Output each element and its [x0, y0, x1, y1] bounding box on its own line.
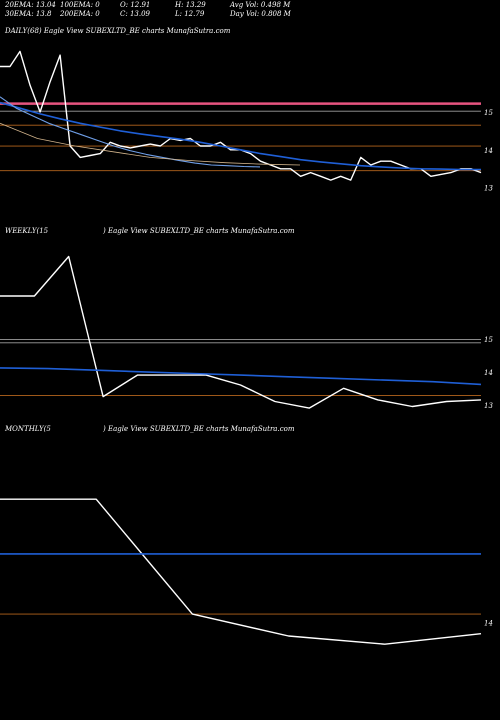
- y-tick-label: 14: [484, 369, 493, 377]
- weekly-chart-title-left: WEEKLY(15: [5, 227, 49, 235]
- chart-panel-1: 15 14 13: [0, 255, 493, 410]
- day-vol-label: Day Vol: 0.808 M: [230, 10, 291, 18]
- avg-vol-label: Avg Vol: 0.498 M: [230, 1, 291, 9]
- chart-panel-2: 14: [0, 498, 493, 645]
- y-tick-label: 13: [484, 402, 493, 410]
- ema-line: [0, 101, 481, 171]
- y-tick-label: 14: [484, 619, 493, 627]
- open-label: O: 12.91: [120, 1, 151, 9]
- y-tick-label: 15: [484, 109, 493, 117]
- ema100-label: 100EMA: 0: [60, 1, 100, 9]
- daily-chart-title: DAILY(68) Eagle View SUBEXLTD_BE charts …: [5, 27, 231, 35]
- ema30-label: 30EMA: 13.8: [5, 10, 52, 18]
- y-tick-label: 14: [484, 147, 493, 155]
- y-tick-label: 15: [484, 336, 493, 344]
- price-line: [0, 50, 482, 181]
- close-label: C: 13.09: [120, 10, 150, 18]
- low-label: L: 12.79: [175, 10, 205, 18]
- price-line: [0, 498, 482, 645]
- weekly-chart-title-right: ) Eagle View SUBEXLTD_BE charts MunafaSu…: [103, 227, 295, 235]
- ema-line: [0, 367, 482, 386]
- chart-panel-0: 15 14 13: [0, 50, 493, 193]
- y-tick-label: 13: [484, 185, 493, 193]
- ema20-label: 20EMA: 13.04: [5, 1, 56, 9]
- price-line: [0, 255, 482, 409]
- monthly-chart-title-left: MONTHLY(5: [5, 425, 51, 433]
- ema200-label: 200EMA: 0: [60, 10, 100, 18]
- grey-average-line: [0, 122, 301, 166]
- monthly-chart-title-right: ) Eagle View SUBEXLTD_BE charts MunafaSu…: [103, 425, 295, 433]
- ema-light-line: [0, 96, 261, 168]
- high-label: H: 13.29: [175, 1, 206, 9]
